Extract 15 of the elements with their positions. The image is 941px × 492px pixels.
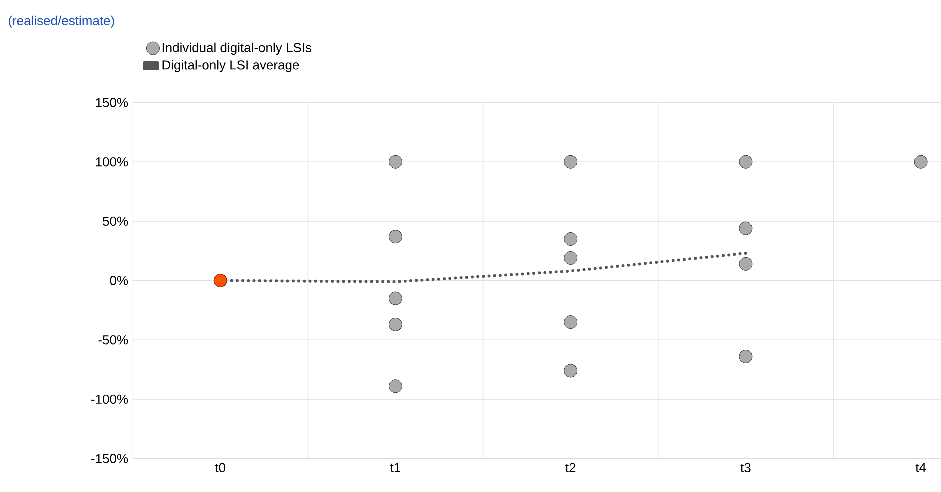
chart-subtitle: (realised/estimate) [9, 16, 114, 28]
y-tick-label: 50% [103, 216, 128, 226]
x-tick-label: t1 [390, 463, 401, 472]
y-tick-label: -50% [98, 336, 128, 345]
y-tick-label: 0% [110, 276, 128, 286]
legend-label: Digital-only LSI average [162, 60, 300, 72]
x-tick-label: t4 [916, 463, 926, 472]
y-tick-label: 100% [96, 158, 128, 167]
y-tick-label: 150% [96, 98, 128, 108]
x-tick-label: t2 [566, 463, 576, 472]
x-tick-label: t0 [215, 463, 226, 473]
y-tick-label: -100% [92, 394, 128, 404]
y-tick-label: -150% [92, 454, 128, 464]
legend-label: Individual digital-only LSIs [162, 42, 312, 56]
x-tick-label: t3 [740, 463, 751, 473]
